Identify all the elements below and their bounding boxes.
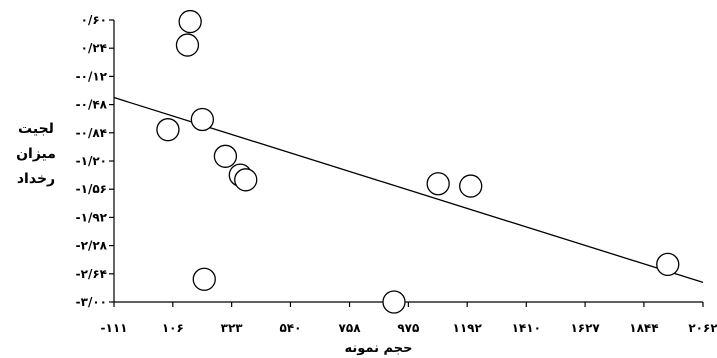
data-point	[234, 168, 258, 192]
data-point	[213, 144, 238, 168]
x-tick-label: ۹۷۵	[397, 321, 419, 335]
x-tick-label: ۱۶۲۷	[570, 321, 600, 335]
y-tick-label: -۰/۱۲	[76, 69, 108, 83]
y-axis-title-line: لجیت	[18, 121, 54, 137]
data-point	[156, 118, 180, 142]
x-ticks: -۱۱۱ ۱۰۶ ۳۲۳ ۵۴۰ ۷۵۸ ۹۷۵ ۱۱۹۲ ۱۴۱۰ ۱۶۲۷ ۱۸۴۴ ۲۰۶۲	[101, 302, 717, 335]
trendline-group	[113, 96, 704, 284]
y-ticks: ۰/۶۰ ۰/۲۴ -۰/۱۲ -۰/۴۸ -۰/۸۴ -۱/۲۰ -۱/۵۶ -۱/۹۲ -۲…	[76, 13, 114, 309]
x-axis-title: حجم نمونه	[345, 341, 413, 356]
x-tick-label: ۷۵۸	[339, 321, 362, 335]
x-tick-label: ۱۸۴۴	[629, 321, 658, 335]
x-tick-label: ۵۴۰	[279, 321, 301, 335]
data-point	[459, 174, 483, 198]
y-tick-label: -۰/۴۸	[76, 98, 108, 112]
y-axis-title-line: میزان	[16, 146, 56, 162]
y-tick-label: ۰/۲۴	[81, 41, 107, 55]
y-axis-title-line: رخداد	[17, 171, 55, 187]
x-tick-label: ۱۰۶	[162, 321, 184, 335]
data-points	[156, 9, 680, 314]
y-axis-title: لجیت میزان رخداد	[16, 121, 56, 187]
y-tick-label: -۱/۲۰	[76, 154, 107, 168]
data-point	[426, 172, 450, 196]
x-tick-label: ۳۲۳	[221, 321, 244, 335]
x-tick-label: ۱۴۱۰	[512, 321, 541, 335]
trend-line	[113, 96, 704, 284]
y-tick-label: -۳/۰۰	[76, 295, 107, 309]
data-point	[178, 9, 202, 34]
data-point	[175, 33, 200, 57]
y-tick-label: -۲/۶۴	[76, 267, 107, 281]
x-tick-label: ۱۱۹۲	[453, 321, 483, 335]
x-tick-label: ۲۰۶۲	[688, 321, 717, 335]
data-point	[656, 252, 680, 277]
y-tick-label: ۰/۶۰	[81, 13, 107, 27]
axes	[113, 20, 703, 303]
y-tick-label: -۰/۸۴	[76, 126, 107, 140]
data-point	[190, 107, 215, 132]
data-point	[192, 267, 216, 291]
y-tick-label: -۱/۵۶	[76, 182, 107, 196]
data-point	[382, 290, 406, 314]
y-tick-label: -۲/۲۸	[76, 239, 108, 253]
y-tick-label: -۱/۹۲	[76, 210, 108, 224]
x-tick-label: -۱۱۱	[101, 321, 128, 335]
